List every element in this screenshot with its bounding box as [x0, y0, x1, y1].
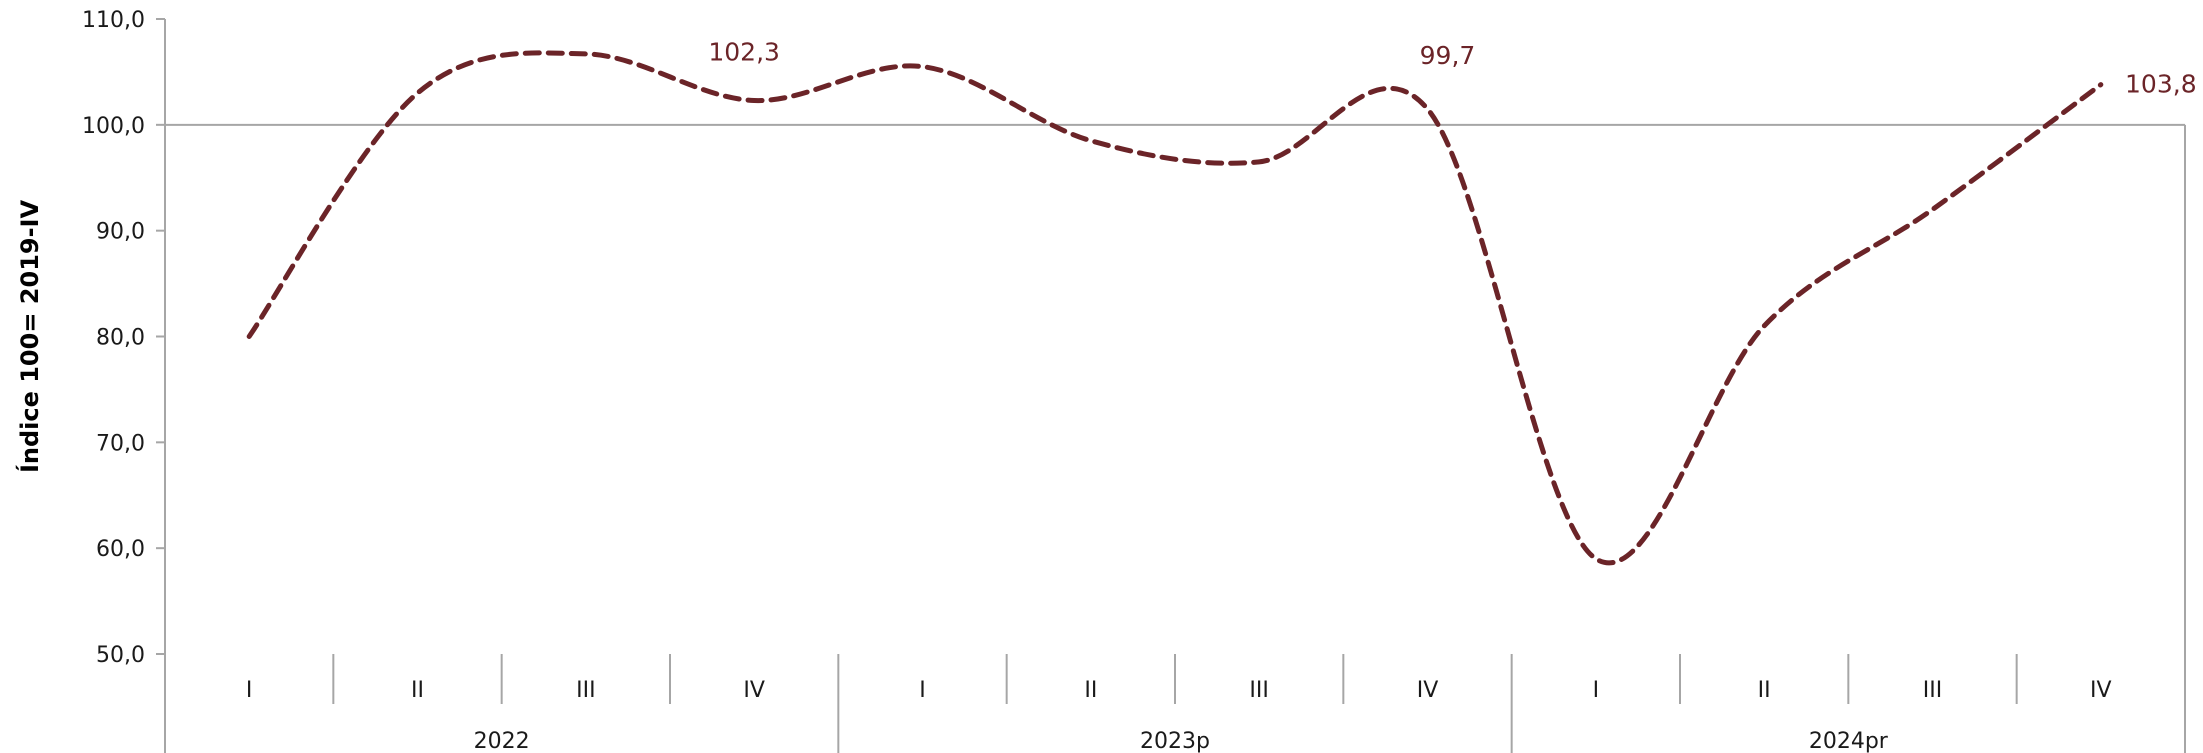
data-label: 102,3	[708, 37, 780, 66]
x-group-label: 2023p	[1140, 729, 1210, 753]
x-category-label: II	[1084, 678, 1097, 703]
y-tick-label: 60,0	[96, 537, 145, 562]
x-group-label: 2024pr	[1809, 729, 1889, 753]
x-category-label: I	[919, 678, 926, 703]
x-category-label: IV	[743, 678, 765, 703]
y-tick-label: 100,0	[82, 114, 145, 139]
x-category-label: I	[1593, 678, 1600, 703]
series	[246, 50, 2104, 566]
y-tick-label: 80,0	[96, 326, 145, 351]
x-category-label: III	[1923, 678, 1942, 703]
y-tick-label: 70,0	[96, 431, 145, 456]
x-category-label: III	[1249, 678, 1268, 703]
y-tick-label: 90,0	[96, 220, 145, 245]
data-label: 99,7	[1420, 41, 1476, 70]
x-group-label: 2022	[474, 729, 530, 753]
y-tick-label: 50,0	[96, 643, 145, 668]
data-labels: 102,3 99,7 103,8	[708, 37, 2196, 98]
x-category-label: I	[246, 678, 253, 703]
y-axis: 50,0 60,0 70,0 80,0 90,0 100,0 110,0	[82, 8, 2185, 753]
x-category-label: II	[1758, 678, 1771, 703]
x-category-label: II	[411, 678, 424, 703]
y-axis-title: Índice 100= 2019-IV	[15, 200, 44, 474]
data-label: 103,8	[2125, 70, 2197, 99]
x-category-label: IV	[1417, 678, 1439, 703]
series-line	[246, 50, 2104, 566]
x-category-label: IV	[2090, 678, 2112, 703]
y-tick-label: 110,0	[82, 8, 145, 33]
x-category-label: III	[576, 678, 595, 703]
